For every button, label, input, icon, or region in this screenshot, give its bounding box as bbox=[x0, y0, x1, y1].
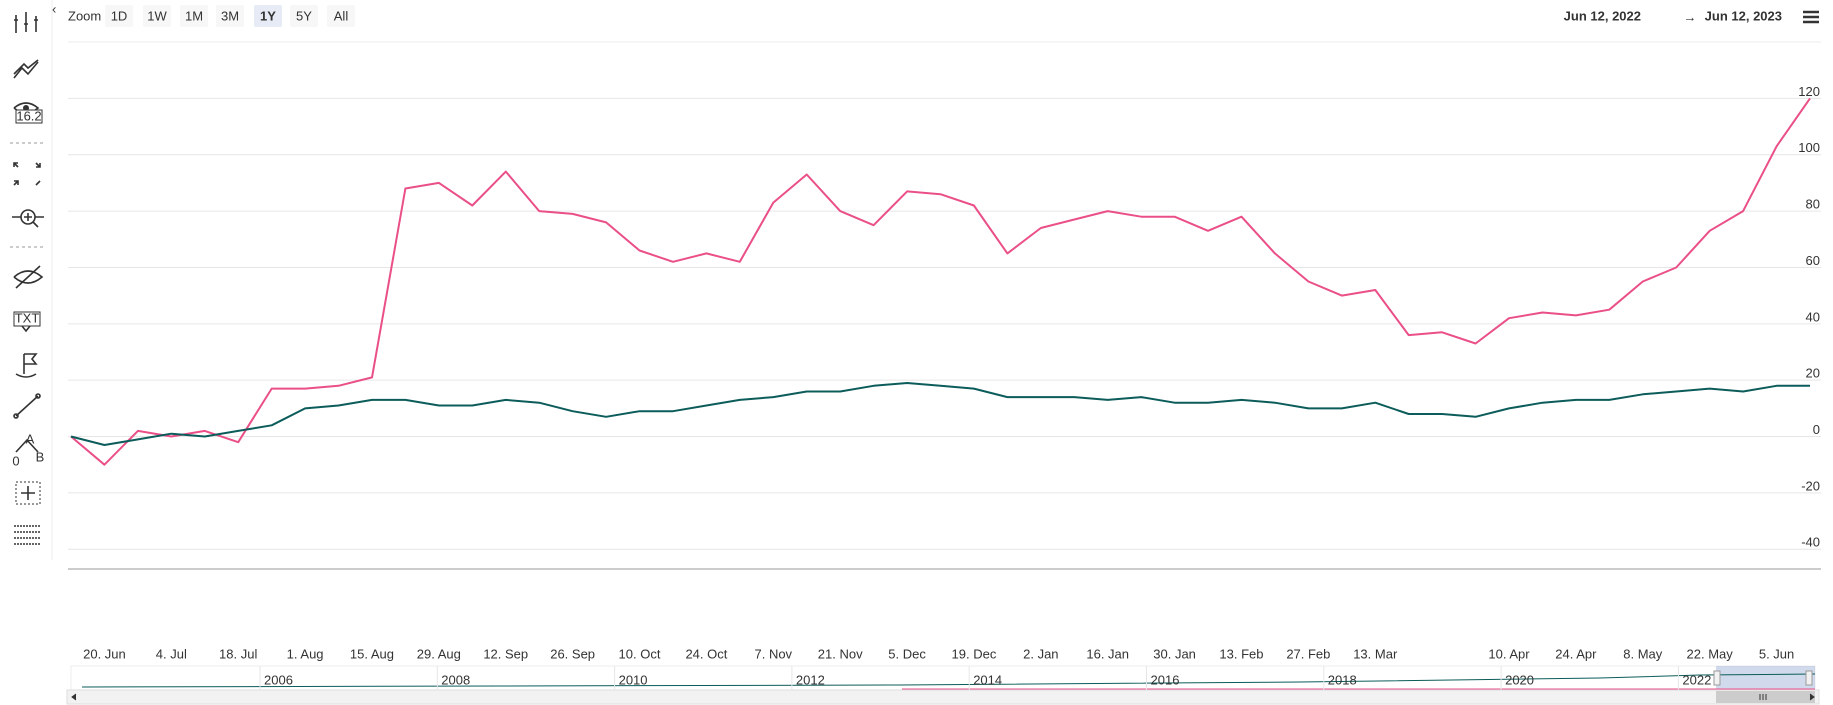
zoom-button-label[interactable]: 1M bbox=[185, 8, 203, 23]
x-tick-label: 16. Jan bbox=[1086, 646, 1129, 661]
x-tick-label: 24. Oct bbox=[685, 646, 727, 661]
zoom-button[interactable] bbox=[327, 5, 355, 27]
y-tick-label: -40 bbox=[1801, 535, 1820, 550]
navigator-label: 2014 bbox=[973, 672, 1002, 687]
x-tick-label: 22. May bbox=[1687, 646, 1734, 661]
y-tick-label: 60 bbox=[1806, 253, 1820, 268]
series-line bbox=[70, 382, 1810, 446]
x-tick-label: 15. Aug bbox=[350, 646, 394, 661]
zoom-button-label[interactable]: All bbox=[334, 8, 349, 23]
x-tick-label: 30. Jan bbox=[1153, 646, 1196, 661]
flag-icon[interactable] bbox=[15, 353, 38, 378]
zoom-button-label[interactable]: 1Y bbox=[260, 8, 276, 23]
y-tick-label: 20 bbox=[1806, 366, 1820, 381]
x-tick-label: 10. Oct bbox=[619, 646, 661, 661]
x-tick-label: 18. Jul bbox=[219, 646, 257, 661]
fullscreen-icon[interactable] bbox=[13, 162, 41, 186]
navigator: 2006 2008 2010 2012 2014 2016 2018 2020 2022 bbox=[66, 665, 1820, 705]
icon-text: B bbox=[36, 449, 45, 464]
zoom-icon[interactable] bbox=[12, 209, 44, 228]
x-tick-label: 12. Sep bbox=[483, 646, 528, 661]
icon-text: 16.2 bbox=[16, 108, 41, 123]
compare-icon[interactable] bbox=[13, 59, 39, 79]
navigator-label: 2020 bbox=[1505, 672, 1534, 687]
zoom-button[interactable] bbox=[216, 5, 244, 27]
x-tick-label: 13. Feb bbox=[1219, 646, 1263, 661]
measure-icon[interactable] bbox=[15, 481, 41, 505]
y-tick-label: -20 bbox=[1801, 478, 1820, 493]
x-tick-label: 5. Dec bbox=[888, 646, 926, 661]
y-tick-label: 40 bbox=[1806, 309, 1820, 324]
x-tick-label: 5. Jun bbox=[1759, 646, 1794, 661]
zoom-button-label[interactable]: 1D bbox=[111, 8, 128, 23]
range-to[interactable]: Jun 12, 2023 bbox=[1705, 8, 1782, 23]
x-tick-label: 20. Jun bbox=[83, 646, 126, 661]
x-tick-label: 8. May bbox=[1623, 646, 1663, 661]
y-tick-label: 0 bbox=[1813, 422, 1820, 437]
line-icon[interactable] bbox=[13, 393, 41, 419]
navigator-label: 2008 bbox=[441, 672, 470, 687]
fib-icon[interactable]: A 0 B bbox=[12, 431, 44, 468]
x-tick-label: 10. Apr bbox=[1488, 646, 1530, 661]
x-tick-label: 2. Jan bbox=[1023, 646, 1058, 661]
zoom-label: Zoom bbox=[68, 8, 101, 23]
icon-text: A bbox=[26, 431, 35, 446]
y-tick-label: 120 bbox=[1798, 84, 1820, 99]
zoom-buttons: 1D 1W 1M 3M 1Y 5Y All bbox=[105, 5, 355, 27]
navigator-label: 2022 bbox=[1682, 672, 1711, 687]
indicator-list-icon[interactable] bbox=[14, 525, 40, 545]
range-arrow: → bbox=[1684, 9, 1697, 24]
navigator-label: 2018 bbox=[1328, 672, 1357, 687]
zoom-button[interactable] bbox=[143, 5, 171, 27]
x-tick-label: 13. Mar bbox=[1353, 646, 1398, 661]
x-tick-label: 29. Aug bbox=[417, 646, 461, 661]
navigator-label: 2006 bbox=[264, 672, 293, 687]
icon-text: TXT bbox=[15, 310, 40, 325]
value-icon[interactable]: 16.2 bbox=[13, 102, 43, 124]
x-tick-label: 26. Sep bbox=[550, 646, 595, 661]
x-tick-label: 27. Feb bbox=[1286, 646, 1330, 661]
zoom-button[interactable] bbox=[254, 5, 282, 27]
x-tick-label: 1. Aug bbox=[287, 646, 324, 661]
zoom-button-label[interactable]: 3M bbox=[221, 8, 239, 23]
x-tick-label: 4. Jul bbox=[156, 646, 187, 661]
x-tick-label: 7. Nov bbox=[754, 646, 792, 661]
plot: -40 -20 0 20 40 60 80 100 120 20. Jun 4. Jul 18. Ju… bbox=[68, 84, 1821, 661]
hide-icon[interactable] bbox=[13, 265, 44, 289]
zoom-button[interactable] bbox=[290, 5, 318, 27]
text-icon[interactable]: TXT bbox=[13, 310, 41, 333]
y-tick-label: 80 bbox=[1806, 197, 1820, 212]
zoom-button-label[interactable]: 5Y bbox=[296, 8, 312, 23]
toolbar: ‹ 16.2 TXT A 0 B bbox=[10, 0, 56, 560]
icon-text: 0 bbox=[12, 453, 19, 468]
series-line bbox=[70, 97, 1811, 466]
zoom-button[interactable] bbox=[180, 5, 208, 27]
navigator-label: 2010 bbox=[619, 672, 648, 687]
x-tick-label: 21. Nov bbox=[818, 646, 863, 661]
menu-icon[interactable] bbox=[1803, 10, 1819, 24]
navigator-label: 2012 bbox=[796, 672, 825, 687]
indicators-icon[interactable] bbox=[14, 12, 38, 33]
x-tick-label: 19. Dec bbox=[952, 646, 997, 661]
zoom-button[interactable] bbox=[105, 5, 133, 27]
navigator-label: 2016 bbox=[1151, 672, 1180, 687]
x-tick-label: 24. Apr bbox=[1555, 646, 1597, 661]
range-from[interactable]: Jun 12, 2022 bbox=[1564, 8, 1641, 23]
y-tick-label: 100 bbox=[1798, 140, 1820, 155]
zoom-button-label[interactable]: 1W bbox=[147, 8, 167, 23]
collapse[interactable]: ‹ bbox=[52, 1, 56, 16]
